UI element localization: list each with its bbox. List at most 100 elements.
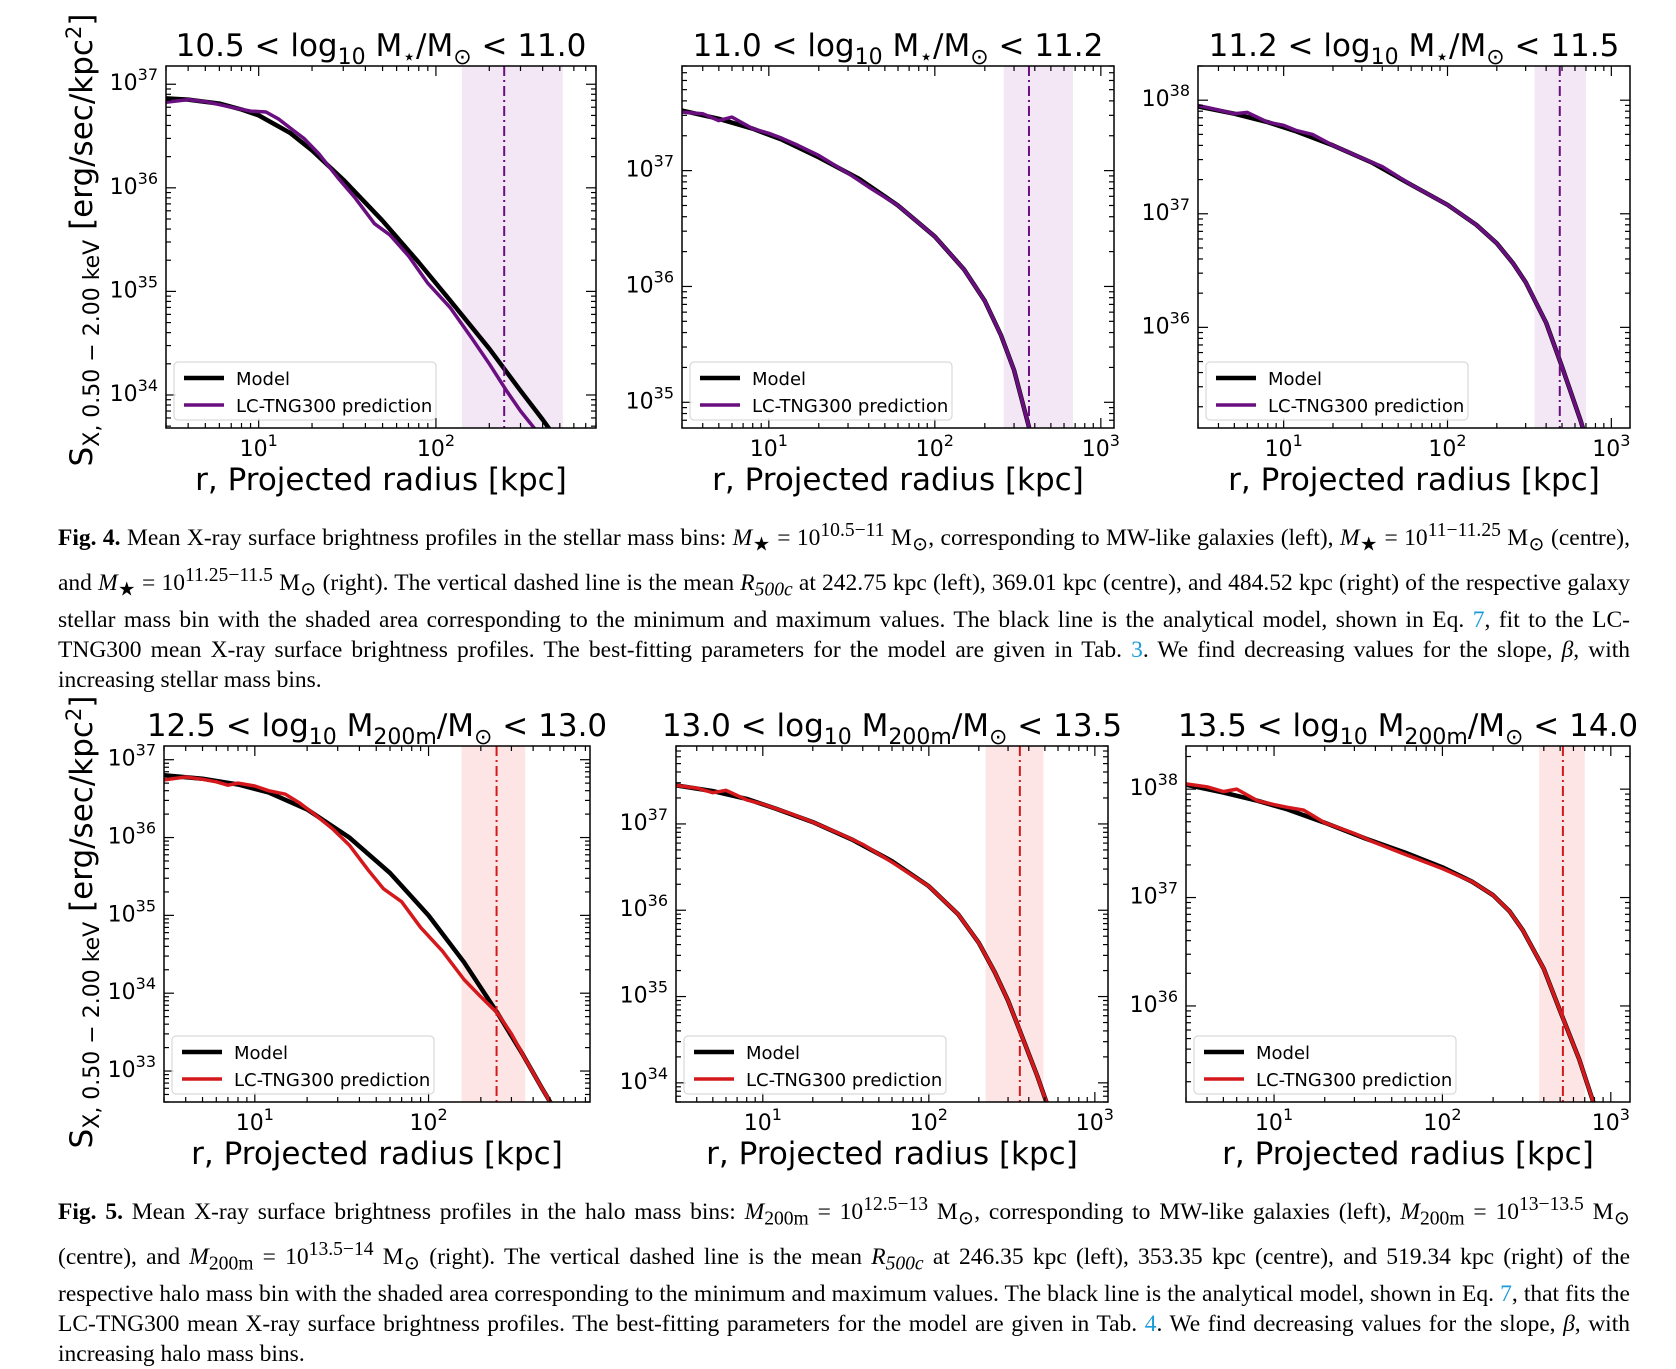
caption-text: at 246.35 kpc (left), 353.35 kpc (centre… — [58, 1243, 1630, 1308]
y-tick-label: 1037 — [108, 741, 156, 772]
caption-text: . We find decreasing values for the slop… — [1156, 1311, 1564, 1338]
panel-title: 13.5 < log10 M200m/M⊙ < 14.0 — [1178, 708, 1638, 750]
r500c-range-band — [461, 66, 563, 428]
x-tick-label: 102 — [409, 1105, 447, 1136]
x-ticks — [681, 66, 1102, 428]
caption-text: (right). The vertical dashed line is the… — [316, 569, 741, 596]
caption-text: = 10 — [1464, 1198, 1519, 1225]
caption-text: , fit to the LC-TNG300 mean X-ray surfac… — [58, 607, 1630, 664]
caption-text: , corresponding to MW-like galaxies (lef… — [928, 524, 1340, 551]
x-tick-label: 102 — [1423, 1105, 1461, 1136]
r500c-range-band — [985, 746, 1044, 1102]
legend-box — [689, 361, 953, 421]
caption-text: at 242.75 kpc (left), 369.01 kpc (centre… — [58, 569, 1630, 634]
legend-box — [171, 1035, 435, 1095]
equation-link[interactable]: 7 — [1500, 1281, 1512, 1308]
caption-text: (right). The vertical dashed line is the… — [420, 1243, 872, 1270]
legend-label: LC-TNG300 prediction — [236, 396, 432, 417]
y-axis-label-text: SX, 0.50 − 2.00 keV [erg/sec/kpc2] — [62, 14, 105, 467]
caption-math: R — [740, 569, 755, 596]
caption-label: Fig. 5. — [58, 1198, 123, 1225]
x-ticks — [165, 66, 597, 428]
x-axis-label: r, Projected radius [kpc] — [712, 462, 1084, 498]
series-line-lc-tng300 — [166, 97, 537, 428]
y-tick-label: 1033 — [108, 1052, 156, 1083]
panel-title: 13.0 < log10 M200m/M⊙ < 13.5 — [662, 708, 1122, 750]
series-group — [676, 783, 1049, 1102]
series-line-lc-tng300 — [682, 110, 1032, 428]
legend-box — [1205, 361, 1469, 421]
caption-text: M — [1500, 524, 1529, 551]
y-axis-label: SX, 0.50 − 2.00 keV [erg/sec/kpc2] — [62, 696, 105, 1149]
caption-math: ⊙ — [299, 579, 317, 601]
y-tick-label: 1036 — [108, 819, 156, 850]
chart-panel-5-centre: 101 102 103 1034 1035 1036 1037 13.0 < log10 M2… — [620, 708, 1123, 1172]
caption-math: 200m — [1419, 1208, 1465, 1230]
caption-text: , with increasing stellar mass bins. — [58, 637, 1631, 694]
caption-math: 200m — [764, 1208, 809, 1230]
caption-math: ⊙ — [1528, 534, 1545, 556]
table-link[interactable]: 4 — [1144, 1311, 1157, 1338]
axes-frame — [165, 65, 597, 429]
axes-frame — [163, 745, 591, 1103]
y-tick-label: 1034 — [108, 974, 156, 1005]
x-tick-label: 101 — [236, 1105, 274, 1136]
caption-text: = 10 — [253, 1243, 309, 1270]
y-ticks — [166, 83, 596, 427]
series-group — [164, 773, 553, 1102]
legend-label: LC-TNG300 prediction — [234, 1070, 430, 1091]
series-line-lc-tng300 — [676, 783, 1049, 1102]
y-tick-label: 1036 — [626, 267, 674, 298]
y-tick-label: 1038 — [1142, 81, 1190, 112]
y-ticks — [1186, 755, 1630, 1083]
caption-math: 11−11.25 — [1427, 520, 1501, 541]
equation-link[interactable]: 7 — [1472, 607, 1485, 634]
caption-math: 13−13.5 — [1518, 1194, 1584, 1215]
caption-text: Mean X-ray surface brightness profiles i… — [120, 524, 733, 551]
panel-title: 11.2 < log10 M⋆/M⊙ < 11.5 — [1209, 28, 1620, 70]
caption-math: ⊙ — [403, 1253, 421, 1275]
legend: Model LC-TNG300 prediction — [683, 1035, 947, 1095]
y-ticks — [676, 745, 1108, 1103]
chart-panel-4-left: 101 102 1034 1035 1036 1037 10.5 < log10 M⋆/M⊙… — [110, 28, 597, 498]
y-tick-label: 1035 — [108, 896, 156, 927]
series-group — [1198, 103, 1586, 428]
caption-math: ⊙ — [957, 1208, 975, 1230]
x-tick-label: 101 — [750, 431, 788, 462]
legend: Model LC-TNG300 prediction — [1193, 1035, 1457, 1095]
x-axis-label: r, Projected radius [kpc] — [191, 1136, 563, 1172]
figure-4-caption: Fig. 4. Mean X-ray surface brightness pr… — [58, 516, 1630, 695]
r500c-range-band — [461, 746, 526, 1102]
legend-label: Model — [234, 1043, 288, 1064]
r500c-range-band — [1539, 746, 1585, 1102]
y-axis-label-text: SX, 0.50 − 2.00 keV [erg/sec/kpc2] — [62, 696, 105, 1149]
caption-math: 12.5−13 — [863, 1194, 929, 1215]
x-tick-label: 101 — [1255, 1105, 1293, 1136]
series-group — [1186, 782, 1596, 1102]
caption-text: M — [272, 569, 300, 596]
y-tick-label: 1037 — [626, 152, 674, 183]
caption-text: Mean X-ray surface brightness profiles i… — [122, 1198, 745, 1225]
y-tick-label: 1036 — [1130, 987, 1178, 1018]
legend-label: Model — [1268, 369, 1322, 390]
y-tick-label: 1037 — [1130, 879, 1178, 910]
figure-4-plots: SX, 0.50 − 2.00 keV [erg/sec/kpc2] 101 102… — [62, 14, 1631, 498]
caption-text: = 10 — [808, 1198, 864, 1225]
caption-math: 500c — [754, 579, 793, 601]
legend-label: Model — [746, 1043, 800, 1064]
caption-text: (centre), and — [58, 524, 1630, 596]
x-tick-label: 102 — [916, 431, 954, 462]
y-tick-label: 1037 — [110, 65, 158, 96]
table-link[interactable]: 3 — [1131, 637, 1143, 664]
legend-label: LC-TNG300 prediction — [746, 1070, 942, 1091]
axes-frame — [1197, 65, 1631, 429]
caption-math: M — [1400, 1198, 1420, 1225]
caption-text: M — [928, 1198, 958, 1225]
legend: Model LC-TNG300 prediction — [1205, 361, 1469, 421]
caption-math: 500c — [885, 1253, 924, 1275]
legend-label: Model — [1256, 1043, 1310, 1064]
y-ticks — [1198, 65, 1630, 408]
y-ticks — [682, 65, 1114, 421]
x-axis-label: r, Projected radius [kpc] — [706, 1136, 1078, 1172]
